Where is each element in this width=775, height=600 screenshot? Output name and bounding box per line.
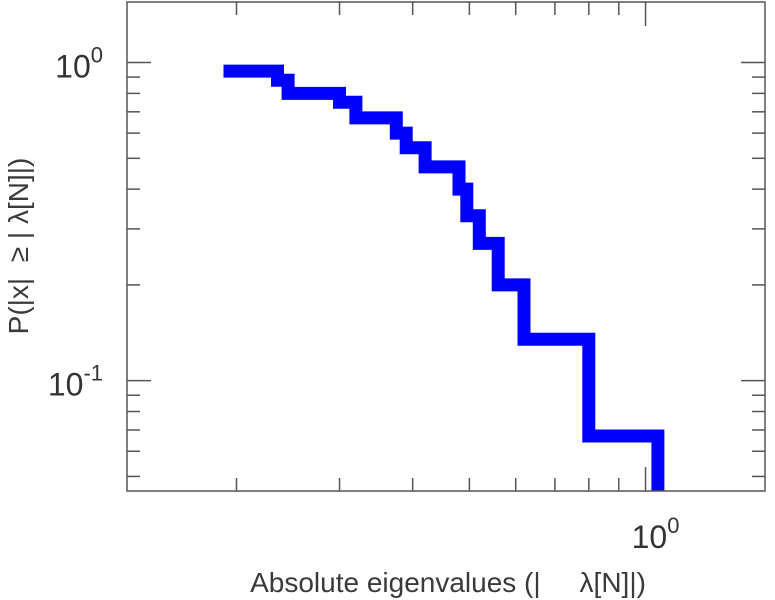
minor-ticks [127,2,765,491]
x-tick-label: 100 [632,513,680,555]
tick-label-base: 10 [632,519,668,555]
tick-label-exponent: 0 [667,513,679,538]
plot-frame [126,1,766,492]
tick-label-exponent: 0 [91,43,103,68]
eigenvalue-step-line [223,64,665,491]
series-layer [223,64,665,491]
y-axis-label: P(|x| ≥ | λ[N]|) [3,158,34,335]
major-ticks [127,2,765,491]
tick-label-base: 10 [55,49,91,85]
y-tick-label: 10-1 [48,361,103,403]
x-axis-label: Absolute eigenvalues (| λ[N]|) [250,567,646,598]
y-tick-label: 100 [55,43,103,85]
tick-label-base: 10 [48,367,84,403]
tick-label-exponent: -1 [83,361,103,386]
